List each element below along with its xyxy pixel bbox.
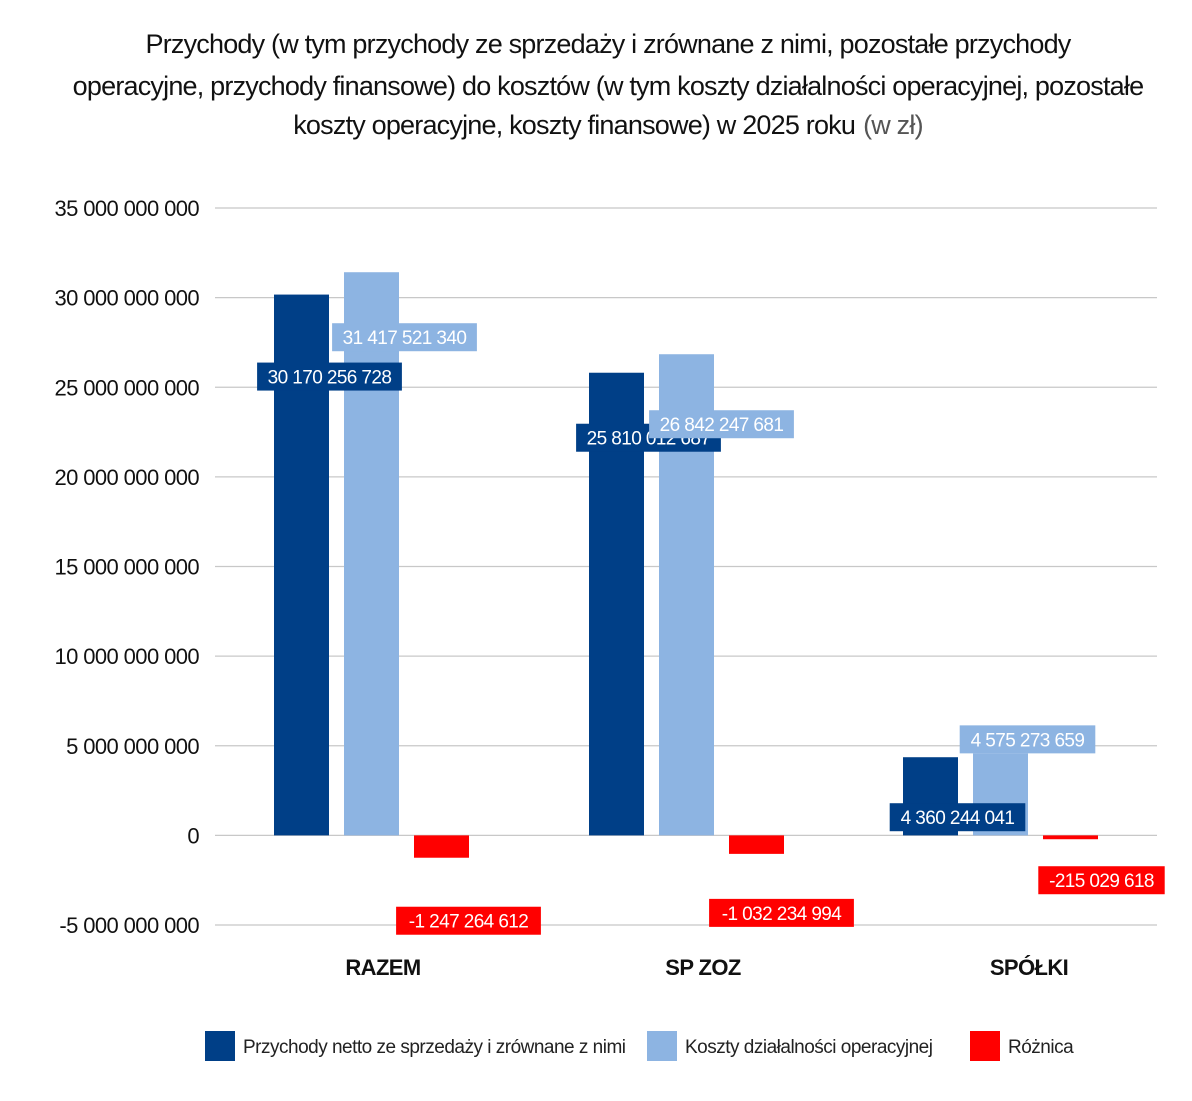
- y-tick-label: 5 000 000 000: [66, 734, 199, 759]
- x-category-label: RAZEM: [345, 955, 420, 980]
- x-category-label: SP ZOZ: [665, 955, 741, 980]
- y-tick-label: 15 000 000 000: [54, 555, 199, 580]
- data-label-box: [1038, 866, 1165, 895]
- legend-item-2: Różnica: [970, 1031, 1075, 1061]
- legend-label: Koszty działalności operacyjnej: [685, 1037, 932, 1058]
- y-tick-label: 10 000 000 000: [54, 644, 199, 669]
- chart-title-unit: (w zł): [863, 110, 923, 140]
- data-label-text: 4 575 273 659: [971, 730, 1085, 751]
- chart-title-line-2: operacyjne, przychody finansowe) do kosz…: [73, 71, 1144, 101]
- data-label-1-1: 26 842 247 681: [649, 410, 794, 439]
- legend-label: Przychody netto ze sprzedaży i zrównane …: [243, 1037, 626, 1058]
- bar-1-0: [344, 272, 399, 836]
- data-label-text: 26 842 247 681: [660, 415, 784, 436]
- bar-layer: [274, 272, 1098, 858]
- y-tick-label: 0: [187, 823, 199, 848]
- data-label-box: [257, 362, 402, 391]
- bar-2-1: [729, 835, 784, 854]
- y-tick-label: 35 000 000 000: [54, 196, 199, 221]
- data-label-2-2: -215 029 618: [1038, 866, 1165, 895]
- legend: Przychody netto ze sprzedaży i zrównane …: [205, 1031, 1075, 1061]
- legend-item-1: Koszty działalności operacyjnej: [647, 1031, 933, 1061]
- data-label-box: [332, 323, 477, 352]
- chart-title-line-3-text: koszty operacyjne, koszty finansowe) w 2…: [293, 110, 855, 140]
- y-tick-label: 20 000 000 000: [54, 465, 199, 490]
- data-label-text: 31 417 521 340: [343, 328, 467, 349]
- data-label-text: -1 032 234 994: [722, 904, 842, 925]
- data-label-1-0: 31 417 521 340: [332, 323, 477, 352]
- chart-title-line-3: koszty operacyjne, koszty finansowe) w 2…: [293, 110, 923, 140]
- x-category-label: SPÓŁKI: [990, 955, 1068, 980]
- data-label-box: [959, 725, 1096, 754]
- bar-2-0: [414, 835, 469, 858]
- data-label-box: [649, 410, 794, 439]
- data-label-2-1: -1 032 234 994: [709, 898, 854, 927]
- chart-title-line-1: Przychody (w tym przychody ze sprzedaży …: [146, 29, 1072, 59]
- legend-item-0: Przychody netto ze sprzedaży i zrównane …: [205, 1031, 626, 1061]
- legend-swatch: [970, 1031, 1000, 1061]
- data-label-box: [396, 906, 541, 935]
- y-tick-label: -5 000 000 000: [59, 913, 199, 938]
- data-label-0-2: 4 360 244 041: [889, 803, 1026, 832]
- legend-swatch: [647, 1031, 677, 1061]
- data-label-text: 30 170 256 728: [268, 368, 392, 389]
- data-label-text: -215 029 618: [1049, 871, 1154, 892]
- y-tick-label: 25 000 000 000: [54, 375, 199, 400]
- bar-2-2: [1043, 835, 1098, 840]
- data-label-text: 4 360 244 041: [901, 808, 1015, 829]
- data-label-0-0: 30 170 256 728: [257, 362, 402, 391]
- legend-label: Różnica: [1008, 1037, 1074, 1058]
- data-label-box: [889, 803, 1026, 832]
- data-label-1-2: 4 575 273 659: [959, 725, 1096, 754]
- data-label-2-0: -1 247 264 612: [396, 906, 541, 935]
- data-label-text: -1 247 264 612: [409, 912, 528, 933]
- data-label-box: [709, 898, 854, 927]
- y-tick-label: 30 000 000 000: [54, 286, 199, 311]
- legend-swatch: [205, 1031, 235, 1061]
